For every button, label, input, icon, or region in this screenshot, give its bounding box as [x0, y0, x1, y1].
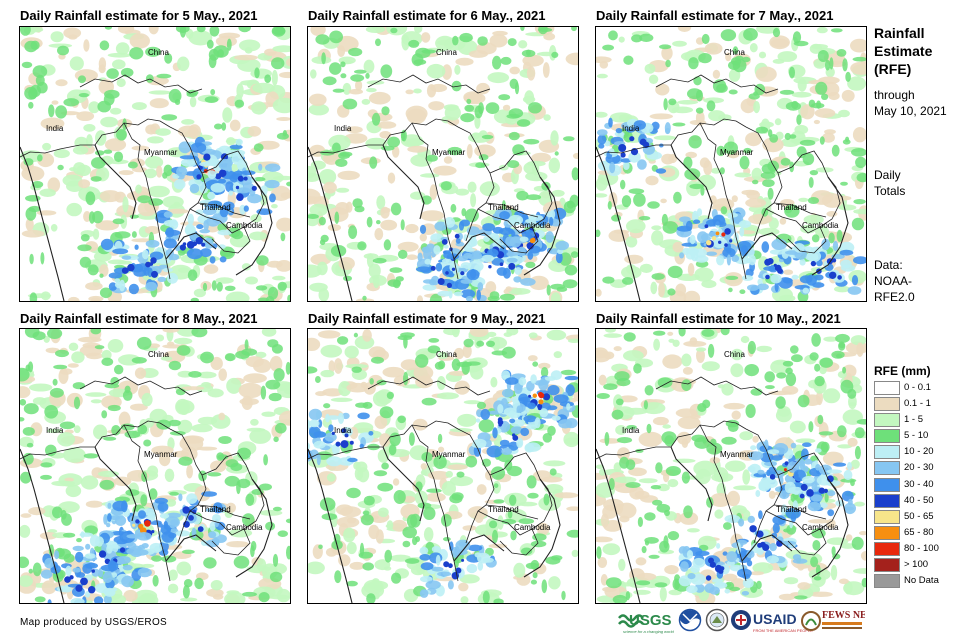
interior-seal-icon	[707, 610, 728, 631]
country-label: Myanmar	[432, 148, 466, 157]
country-label: India	[622, 426, 640, 435]
sidebar-title-line: (RFE)	[874, 60, 932, 78]
legend-label: 30 - 40	[904, 479, 934, 490]
country-label: Cambodia	[514, 221, 551, 230]
rainfall-map: China India Myanmar Thailand Cambodia	[596, 27, 866, 301]
sidebar-title-line: Estimate	[874, 42, 932, 60]
country-label: India	[334, 426, 352, 435]
panel-title: Daily Rainfall estimate for 7 May., 2021	[596, 9, 833, 23]
country-label: Myanmar	[720, 450, 754, 459]
rainfall-map: China India Myanmar Thailand Cambodia	[20, 27, 290, 301]
sidebar-data-source: NOAA-	[874, 273, 912, 289]
country-label: Cambodia	[226, 523, 263, 532]
country-label: Thailand	[776, 505, 807, 514]
sidebar-data-label: Data:	[874, 257, 903, 273]
country-label: China	[724, 350, 745, 359]
country-label: China	[724, 48, 745, 57]
usaid-logo-text: USAID	[753, 611, 797, 627]
map-credit: Map produced by USGS/EROS	[20, 617, 167, 628]
rainfall-map: China India Myanmar Thailand Cambodia	[308, 329, 578, 603]
legend-label: 0.1 - 1	[904, 398, 931, 409]
country-label: China	[436, 350, 457, 359]
country-label: Thailand	[488, 505, 519, 514]
legend-title: RFE (mm)	[874, 364, 931, 378]
country-label: Thailand	[488, 203, 519, 212]
country-label: India	[46, 426, 64, 435]
sidebar-data-source: RFE2.0	[874, 289, 915, 305]
legend-swatch	[874, 494, 900, 508]
legend-label: 10 - 20	[904, 446, 934, 457]
legend-swatch	[874, 429, 900, 443]
legend-label: > 100	[904, 559, 928, 570]
legend-swatch	[874, 397, 900, 411]
noaa-logo	[680, 610, 701, 631]
legend-label: 65 - 80	[904, 527, 934, 538]
country-label: India	[46, 124, 64, 133]
rainfall-map-panel: China India Myanmar Thailand Cambodia	[19, 328, 291, 604]
legend-swatch	[874, 542, 900, 556]
sidebar-through: through	[874, 87, 915, 103]
legend-label: 1 - 5	[904, 414, 923, 425]
usaid-logo: USAID FROM THE AMERICAN PEOPLE	[731, 610, 813, 633]
country-label: Cambodia	[802, 523, 839, 532]
legend-swatch	[874, 558, 900, 572]
legend-label: 5 - 10	[904, 430, 928, 441]
rainfall-map-panel: China India Myanmar Thailand Cambodia	[595, 26, 867, 302]
panel-title: Daily Rainfall estimate for 9 May., 2021	[308, 312, 545, 326]
country-label: Myanmar	[432, 450, 466, 459]
legend-swatch	[874, 574, 900, 588]
usgs-logo: USGS science for a changing world	[619, 612, 674, 634]
rainfall-map: China India Myanmar Thailand Cambodia	[308, 27, 578, 301]
rainfall-map: China India Myanmar Thailand Cambodia	[20, 329, 290, 603]
fewsnet-logo-text: FEWS NET	[822, 610, 865, 621]
legend-swatch	[874, 413, 900, 427]
country-label: China	[148, 350, 169, 359]
country-label: China	[148, 48, 169, 57]
country-label: Thailand	[200, 203, 231, 212]
legend-label: 80 - 100	[904, 543, 939, 554]
country-label: China	[436, 48, 457, 57]
legend-swatch	[874, 381, 900, 395]
usgs-tagline: science for a changing world	[623, 629, 674, 634]
country-label: Cambodia	[226, 221, 263, 230]
legend-swatch	[874, 510, 900, 524]
country-label: Myanmar	[720, 148, 754, 157]
panel-title: Daily Rainfall estimate for 5 May., 2021	[20, 9, 257, 23]
legend-label: 20 - 30	[904, 462, 934, 473]
rainfall-map-panel: China India Myanmar Thailand Cambodia	[595, 328, 867, 604]
country-label: Cambodia	[802, 221, 839, 230]
usgs-logo-text: USGS	[629, 612, 672, 629]
legend-swatch	[874, 461, 900, 475]
legend-swatch	[874, 478, 900, 492]
country-label: Thailand	[200, 505, 231, 514]
country-label: Myanmar	[144, 450, 178, 459]
country-label: India	[622, 124, 640, 133]
legend-label: 50 - 65	[904, 511, 934, 522]
sidebar-totals: Totals	[874, 183, 905, 199]
panel-title: Daily Rainfall estimate for 6 May., 2021	[308, 9, 545, 23]
legend-swatch	[874, 445, 900, 459]
legend-label: No Data	[904, 575, 939, 586]
rainfall-map-panel: China India Myanmar Thailand Cambodia	[19, 26, 291, 302]
usaid-tagline: FROM THE AMERICAN PEOPLE	[753, 628, 813, 633]
sidebar-title-line: Rainfall	[874, 24, 932, 42]
legend-label: 0 - 0.1	[904, 382, 931, 393]
country-label: India	[334, 124, 352, 133]
legend-label: 40 - 50	[904, 495, 934, 506]
sidebar-title: Rainfall Estimate (RFE)	[874, 24, 932, 78]
country-label: Thailand	[776, 203, 807, 212]
fewsnet-logo: FEWS NET	[802, 610, 865, 630]
sidebar-date: May 10, 2021	[874, 103, 947, 119]
country-label: Cambodia	[514, 523, 551, 532]
panel-title: Daily Rainfall estimate for 8 May., 2021	[20, 312, 257, 326]
country-label: Myanmar	[144, 148, 178, 157]
rainfall-map: China India Myanmar Thailand Cambodia	[596, 329, 866, 603]
rainfall-map-panel: China India Myanmar Thailand Cambodia	[307, 328, 579, 604]
legend-swatch	[874, 526, 900, 540]
agency-logos: USGS science for a changing world USAID …	[617, 606, 865, 636]
panel-title: Daily Rainfall estimate for 10 May., 202…	[596, 312, 841, 326]
rainfall-map-panel: China India Myanmar Thailand Cambodia	[307, 26, 579, 302]
sidebar-daily: Daily	[874, 167, 901, 183]
